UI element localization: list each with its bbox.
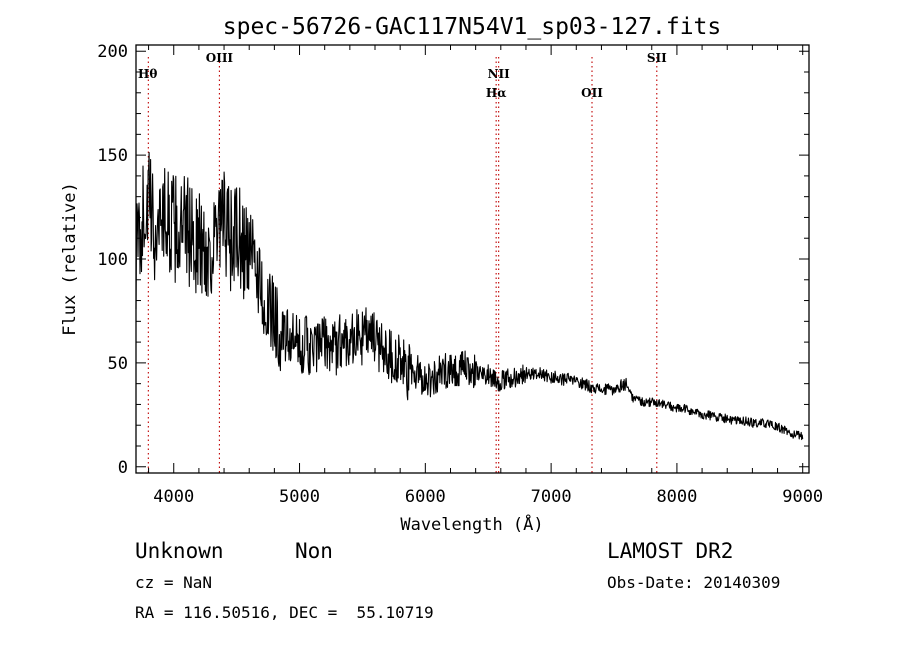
y-tick-label: 100 (97, 250, 128, 270)
coordinates: RA = 116.50516, DEC = 55.10719 (135, 603, 434, 622)
x-tick-label: 6000 (405, 487, 446, 507)
obs-date: Obs-Date: 20140309 (607, 573, 781, 592)
x-tick-label: 8000 (656, 487, 697, 507)
x-axis-label: Wavelength (Å) (400, 513, 543, 535)
class-label: Unknown (135, 539, 224, 563)
y-tick-label: 150 (97, 146, 128, 166)
spectral-line-label: OII (581, 86, 603, 100)
spectrum-series-line (135, 151, 804, 441)
x-tick-label: 7000 (531, 487, 572, 507)
plot-frame (135, 44, 810, 474)
spectral-line-label: Hα (486, 86, 507, 100)
chart-title: spec-56726-GAC117N54V1_sp03-127.fits (223, 14, 722, 40)
spectral-line-label: OIII (206, 51, 234, 65)
survey-label: LAMOST DR2 (607, 539, 734, 563)
y-tick-label: 0 (118, 458, 128, 478)
x-tick-label: 9000 (782, 487, 823, 507)
spectral-line-markers: Hθ OIII NII Hα OII SII (138, 51, 667, 473)
axis-ticks: 4000 5000 6000 7000 8000 9000 0 50 100 150 200 (97, 42, 823, 507)
spectral-line-label: Hθ (138, 67, 157, 81)
spectral-line-label: SII (647, 51, 667, 65)
subclass-label: Non (295, 539, 333, 563)
x-tick-label: 4000 (153, 487, 194, 507)
cz-value: cz = NaN (135, 573, 213, 592)
x-tick-label: 5000 (279, 487, 320, 507)
spectral-line-label: NII (488, 67, 511, 81)
y-axis-label: Flux (relative) (60, 182, 80, 336)
y-tick-label: 50 (108, 354, 128, 374)
y-tick-label: 200 (97, 42, 128, 62)
